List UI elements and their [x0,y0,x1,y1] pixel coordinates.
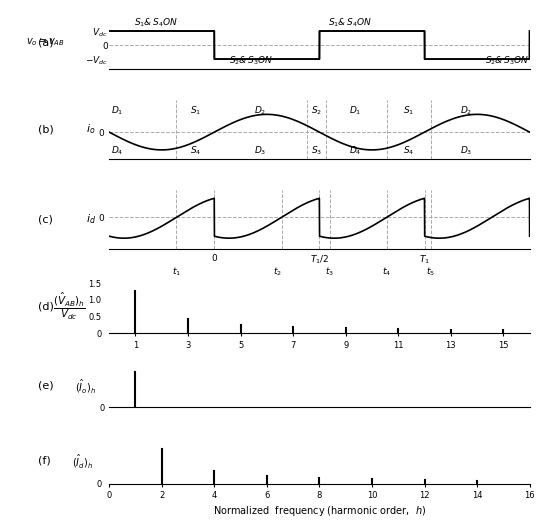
Text: $t_5$: $t_5$ [426,265,435,278]
Text: $S_1$&$\,S_4$ON: $S_1$&$\,S_4$ON [328,16,372,29]
Text: $S_2$: $S_2$ [311,105,322,117]
Text: $D_1$: $D_1$ [349,105,361,117]
Text: (f): (f) [38,456,50,466]
Text: $t_3$: $t_3$ [325,265,335,278]
Text: $S_3$: $S_3$ [311,145,322,157]
Text: (b): (b) [38,124,54,135]
Text: $D_1$: $D_1$ [111,105,124,117]
X-axis label: Time  ($t$): Time ($t$) [298,280,341,293]
Text: $t_1$: $t_1$ [172,265,181,278]
Text: $S_4$: $S_4$ [403,145,414,157]
Text: $S_1$&$\,S_4$ON: $S_1$&$\,S_4$ON [134,16,179,29]
Y-axis label: $i_d$: $i_d$ [86,213,96,226]
Y-axis label: $i_o$: $i_o$ [86,123,96,136]
Y-axis label: $\dfrac{(\hat{V}_{AB})_h}{V_{dc}}$: $\dfrac{(\hat{V}_{AB})_h}{V_{dc}}$ [53,291,86,322]
Text: $S_2$&$\,S_3$ON: $S_2$&$\,S_3$ON [485,55,530,67]
Text: $D_3$: $D_3$ [254,145,267,157]
Text: $S_2$&$\,S_3$ON: $S_2$&$\,S_3$ON [229,55,273,67]
X-axis label: Normalized  frequency (harmonic order,  $h$): Normalized frequency (harmonic order, $h… [213,504,426,518]
Text: $D_3$: $D_3$ [460,145,473,157]
Text: (d): (d) [38,302,54,311]
Text: $D_2$: $D_2$ [460,105,473,117]
Y-axis label: $(\hat{I}_d)_h$: $(\hat{I}_d)_h$ [73,452,93,470]
Text: $S_1$: $S_1$ [190,105,201,117]
Text: $D_4$: $D_4$ [111,145,124,157]
Text: (a): (a) [38,37,54,47]
Text: $S_1$: $S_1$ [403,105,414,117]
Y-axis label: $(\hat{I}_o)_h$: $(\hat{I}_o)_h$ [75,377,96,395]
Text: $t_2$: $t_2$ [273,265,282,278]
Text: $D_4$: $D_4$ [349,145,361,157]
Text: (e): (e) [38,381,54,391]
Text: $S_4$: $S_4$ [189,145,201,157]
Text: $t_4$: $t_4$ [382,265,391,278]
Y-axis label: $v_o=v_{AB}$: $v_o=v_{AB}$ [26,36,65,48]
Text: (c): (c) [38,214,52,224]
Text: $D_2$: $D_2$ [254,105,266,117]
